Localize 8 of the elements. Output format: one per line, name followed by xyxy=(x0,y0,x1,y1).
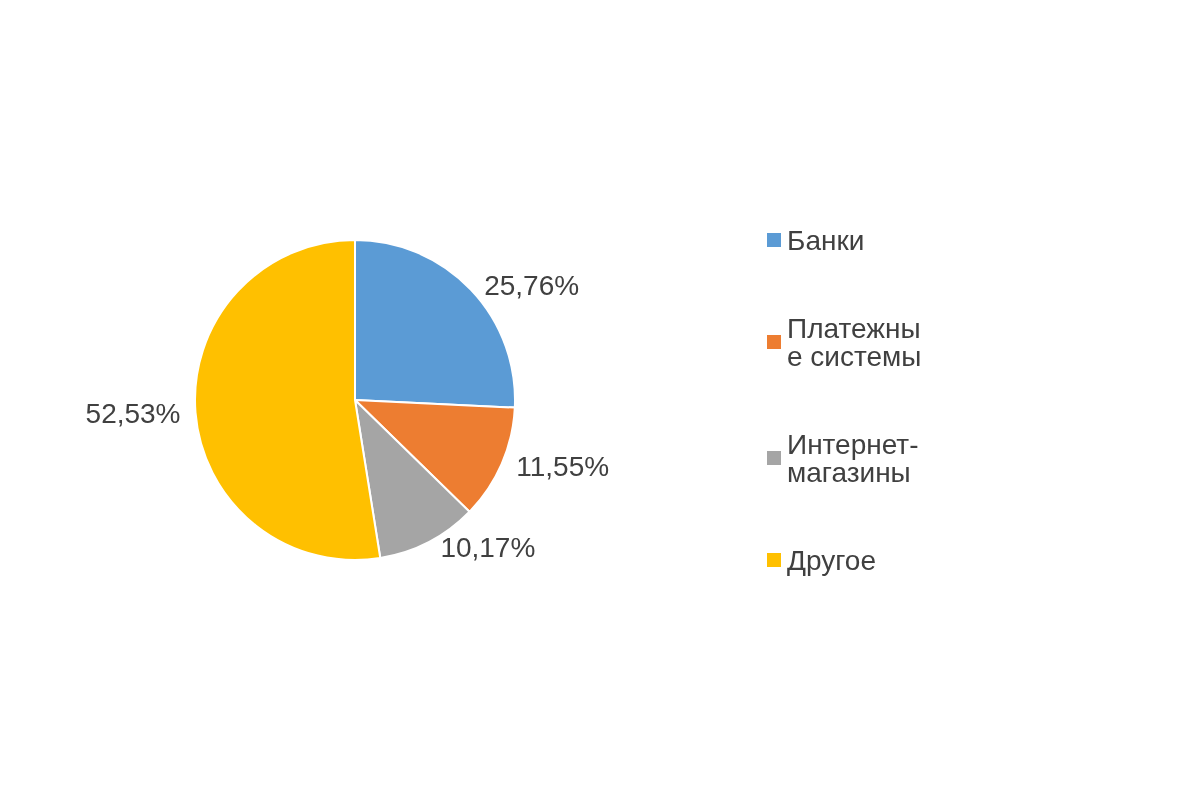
legend-label: Банки xyxy=(787,224,865,256)
legend-label: Платежные системы xyxy=(787,312,922,372)
data-label: 11,55% xyxy=(516,450,610,482)
legend-label: Другое xyxy=(787,544,876,576)
legend-label: Интернет-магазины xyxy=(787,428,919,488)
data-label: 10,17% xyxy=(440,531,536,563)
data-label: 25,76% xyxy=(484,269,580,301)
data-label: 52,53% xyxy=(85,397,181,429)
